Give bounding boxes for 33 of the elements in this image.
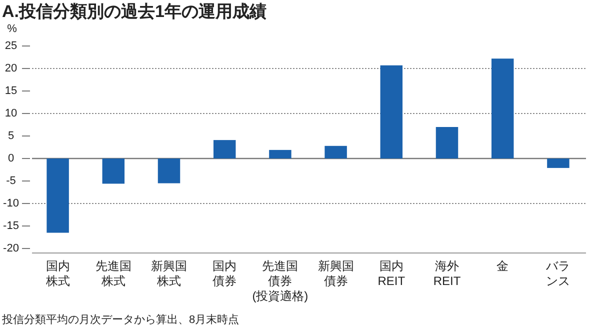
y-tick-label: -5: [6, 175, 16, 187]
x-tick-label: 国内REIT: [378, 259, 406, 288]
y-tick-label: 20: [4, 62, 18, 74]
y-tick-label: 5: [8, 130, 14, 142]
bar: [380, 65, 403, 158]
bar: [213, 140, 236, 158]
y-tick-label: 10: [4, 108, 18, 120]
bar: [547, 158, 570, 168]
x-tick-label: 金: [496, 259, 509, 273]
x-tick-label: 新興国債券: [318, 259, 354, 288]
bar: [436, 127, 458, 158]
y-tick-label: 0: [8, 152, 14, 164]
x-tick-label: 国内債券: [212, 259, 237, 288]
bar: [102, 158, 125, 184]
bar: [269, 150, 292, 158]
bar: [491, 58, 514, 158]
y-tick-label: 25: [4, 40, 18, 52]
x-tick-label: 海外REIT: [433, 259, 462, 288]
y-tick-label: 15: [4, 85, 18, 97]
chart-title: A.投信分類別の過去1年の運用成績: [2, 2, 266, 21]
x-tick-label: 先進国株式: [95, 259, 132, 288]
bar: [46, 158, 69, 233]
x-tick-label: 先進国債券(投資適格): [252, 259, 308, 303]
bar: [324, 146, 347, 158]
y-tick-label: -10: [3, 198, 19, 210]
y-tick-label: -15: [3, 220, 19, 232]
y-tick-label: -20: [3, 242, 19, 254]
x-tick-label: 新興国株式: [151, 259, 187, 288]
bar: [158, 158, 180, 184]
x-tick-label: バランス: [545, 259, 570, 288]
text: 投信分類平均の月次データから算出、8月末時点: [1, 313, 240, 326]
y-axis-title: %: [7, 23, 18, 35]
x-tick-label: 国内株式: [44, 259, 70, 288]
